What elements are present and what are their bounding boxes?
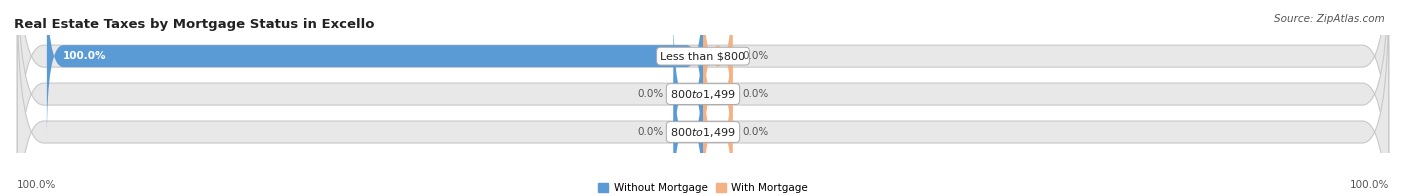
Text: 0.0%: 0.0% bbox=[637, 127, 664, 137]
Text: $800 to $1,499: $800 to $1,499 bbox=[671, 88, 735, 101]
FancyBboxPatch shape bbox=[703, 10, 733, 178]
FancyBboxPatch shape bbox=[673, 48, 703, 196]
FancyBboxPatch shape bbox=[703, 0, 733, 140]
Text: Less than $800: Less than $800 bbox=[661, 51, 745, 61]
Text: 0.0%: 0.0% bbox=[637, 89, 664, 99]
Text: 100.0%: 100.0% bbox=[17, 180, 56, 190]
Text: 100.0%: 100.0% bbox=[1350, 180, 1389, 190]
FancyBboxPatch shape bbox=[673, 10, 703, 178]
Legend: Without Mortgage, With Mortgage: Without Mortgage, With Mortgage bbox=[593, 179, 813, 196]
Text: 0.0%: 0.0% bbox=[742, 89, 769, 99]
FancyBboxPatch shape bbox=[17, 0, 1389, 196]
FancyBboxPatch shape bbox=[703, 48, 733, 196]
FancyBboxPatch shape bbox=[46, 0, 703, 140]
FancyBboxPatch shape bbox=[17, 0, 1389, 196]
Text: Real Estate Taxes by Mortgage Status in Excello: Real Estate Taxes by Mortgage Status in … bbox=[14, 18, 374, 31]
Text: $800 to $1,499: $800 to $1,499 bbox=[671, 125, 735, 139]
Text: 0.0%: 0.0% bbox=[742, 51, 769, 61]
Text: 100.0%: 100.0% bbox=[63, 51, 107, 61]
Text: 0.0%: 0.0% bbox=[742, 127, 769, 137]
Text: Source: ZipAtlas.com: Source: ZipAtlas.com bbox=[1274, 14, 1385, 24]
FancyBboxPatch shape bbox=[17, 0, 1389, 196]
